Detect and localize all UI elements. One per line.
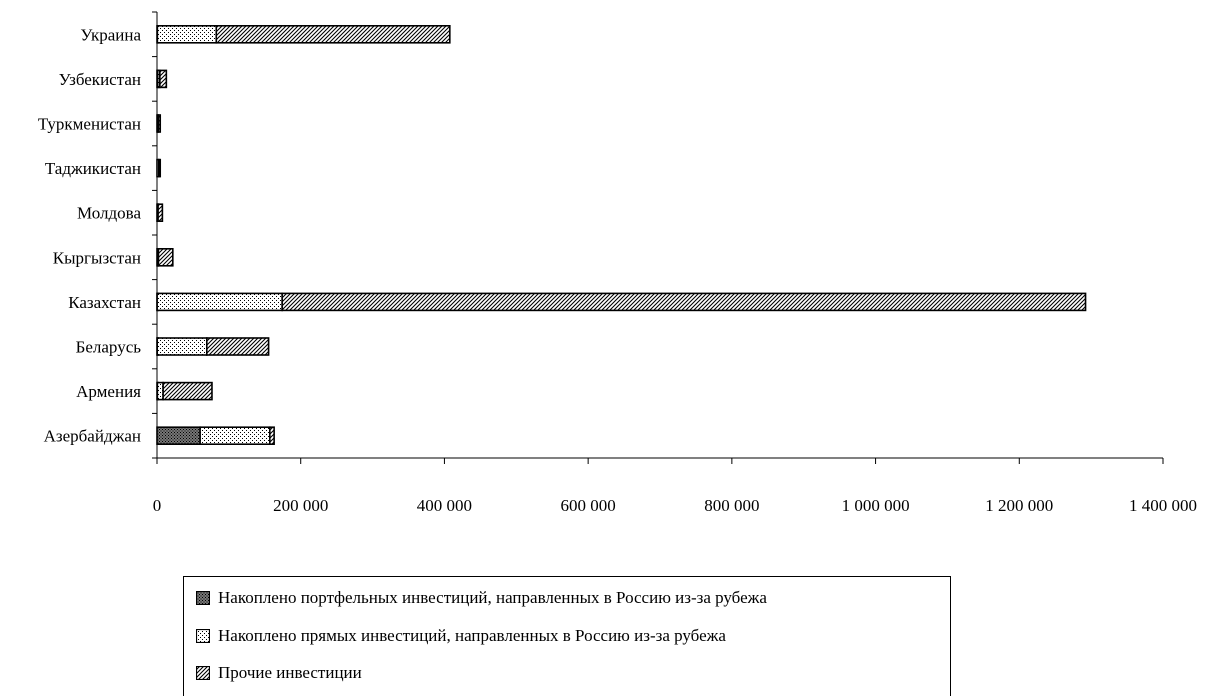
bar-azerbaijan-other <box>269 426 275 446</box>
legend-label-other: Прочие инвестиции <box>218 663 362 682</box>
x-tick-label: 400 000 <box>417 496 472 515</box>
bar-kyrgyzstan-other <box>157 248 174 267</box>
category-label-kyrgyzstan: Кыргызстан <box>53 248 141 267</box>
bar-kazakhstan-other <box>281 292 1087 312</box>
category-label-kazakhstan: Казахстан <box>68 293 141 312</box>
legend: Накоплено портфельных инвестиций, направ… <box>183 576 951 696</box>
bar-belarus-other <box>205 337 270 356</box>
category-label-azerbaijan: Азербайджан <box>44 427 141 446</box>
x-tick-label: 1 200 000 <box>985 496 1053 515</box>
legend-item-direct: Накоплено прямых инвестиций, направленны… <box>196 625 726 647</box>
x-tick-label: 600 000 <box>561 496 616 515</box>
legend-swatch-portfolio-icon <box>196 591 210 605</box>
category-label-uzbekistan: Узбекистан <box>59 70 141 89</box>
category-label-moldova: Молдова <box>77 204 141 223</box>
bar-belarus-direct <box>156 337 208 356</box>
bar-azerbaijan-portfolio <box>156 426 201 446</box>
category-label-tajikistan: Таджикистан <box>45 159 141 178</box>
legend-item-portfolio: Накоплено портфельных инвестиций, направ… <box>196 587 767 609</box>
bar-ukraine-direct <box>156 24 218 44</box>
x-tick-label: 1 000 000 <box>842 496 910 515</box>
category-label-armenia: Армения <box>76 382 141 401</box>
bar-tajikistan-other <box>157 158 162 178</box>
bar-uzbekistan-other <box>159 69 168 89</box>
bar-azerbaijan-direct <box>199 426 271 446</box>
category-label-belarus: Беларусь <box>76 338 142 357</box>
legend-swatch-other-icon <box>196 666 210 680</box>
x-tick-label: 0 <box>153 496 162 515</box>
bar-turkmenistan-other <box>157 114 162 133</box>
bar-moldova-other <box>157 203 164 222</box>
axes-layer: Украина Узбекистан Туркменистан Таджикистан… <box>38 11 1197 515</box>
category-label-ukraine: Украина <box>80 25 141 44</box>
bar-ukraine-other <box>215 24 451 44</box>
legend-label-direct: Накоплено прямых инвестиций, направленны… <box>218 626 726 645</box>
bars-layer <box>156 24 1087 446</box>
bar-armenia-direct <box>156 381 164 401</box>
legend-label-portfolio: Накоплено портфельных инвестиций, направ… <box>218 588 767 607</box>
category-label-turkmenistan: Туркменистан <box>38 115 141 134</box>
x-tick-label: 800 000 <box>704 496 759 515</box>
x-tick-label: 1 400 000 <box>1129 496 1197 515</box>
x-tick-label: 200 000 <box>273 496 328 515</box>
bar-armenia-other <box>162 381 213 401</box>
bar-kazakhstan-direct <box>156 292 283 312</box>
legend-item-other: Прочие инвестиции <box>196 662 362 684</box>
legend-swatch-direct-icon <box>196 629 210 643</box>
